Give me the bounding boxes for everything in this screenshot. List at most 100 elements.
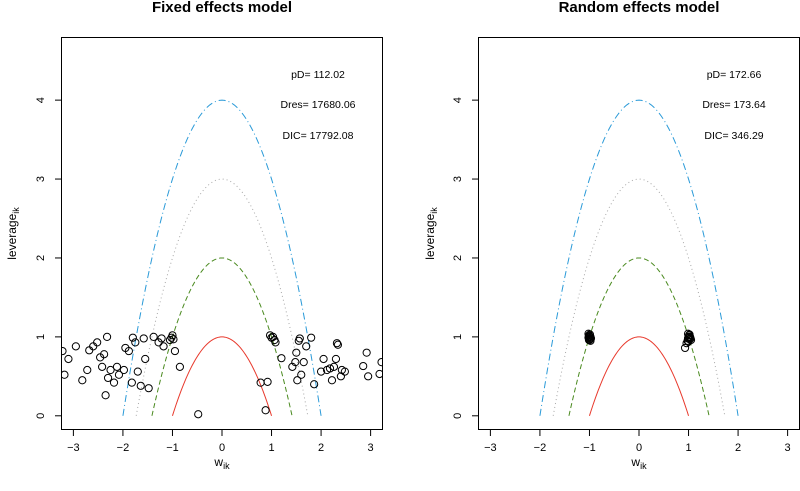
x-axis-label-main: w <box>630 455 640 469</box>
data-point <box>297 370 306 379</box>
data-point <box>165 335 175 345</box>
x-tick-label: −2 <box>117 442 130 454</box>
x-tick-label: −2 <box>534 442 547 454</box>
y-axis-label-sub: ik <box>429 207 439 214</box>
data-point <box>271 338 280 347</box>
data-point <box>83 365 92 375</box>
x-axis-label-sub: ik <box>223 461 230 471</box>
data-point <box>336 372 345 381</box>
data-point <box>168 331 177 340</box>
data-point <box>685 330 694 339</box>
curve-c2 <box>568 257 710 416</box>
data-point <box>71 342 80 351</box>
data-point <box>112 362 122 371</box>
data-point <box>119 365 129 375</box>
x-tick-label: 2 <box>318 442 324 454</box>
y-tick-label: 1 <box>452 334 464 340</box>
curve-c3 <box>135 178 309 416</box>
data-point <box>61 346 67 356</box>
data-point <box>333 340 343 349</box>
data-point <box>194 410 203 419</box>
x-tick-label: 3 <box>368 442 374 454</box>
panel-1: Fixed effects model−3 −2 −1 0 1 2 301234wiklev… <box>5 0 383 471</box>
data-point <box>99 350 109 359</box>
data-point <box>291 358 300 367</box>
data-point <box>325 364 335 373</box>
data-point <box>78 376 87 385</box>
y-tick-label: 2 <box>35 255 47 261</box>
data-point <box>89 342 98 351</box>
data-point <box>329 362 339 371</box>
data-point <box>101 391 110 400</box>
data-point <box>277 354 286 363</box>
data-point <box>159 342 168 351</box>
data-point <box>103 373 113 383</box>
data-point <box>157 334 166 343</box>
data-point <box>61 370 69 379</box>
x-axis-label: wik <box>630 455 647 471</box>
data-point <box>377 358 383 367</box>
stat-annotation: pD= 172.66 <box>707 69 762 81</box>
data-point <box>680 343 690 353</box>
data-point <box>261 406 270 415</box>
data-point <box>114 370 124 379</box>
point-group <box>61 331 383 419</box>
data-point <box>319 354 328 364</box>
x-tick-label: 0 <box>219 442 225 454</box>
y-axis-label-sub: ik <box>11 207 21 214</box>
plot-frame <box>61 37 383 430</box>
data-point <box>263 377 272 386</box>
data-point <box>64 354 73 364</box>
data-point <box>364 372 373 381</box>
curve-c4 <box>539 99 739 416</box>
data-point <box>340 367 349 376</box>
data-point <box>102 332 112 341</box>
data-point <box>686 335 696 345</box>
x-tick-label: −3 <box>484 442 497 454</box>
chart-title: Random effects model <box>559 0 720 16</box>
data-point <box>375 369 383 379</box>
data-point <box>293 376 302 385</box>
x-tick-label: −1 <box>166 442 179 454</box>
point-group <box>584 329 696 353</box>
data-point <box>684 333 694 342</box>
data-point <box>169 335 178 344</box>
data-point <box>295 334 304 343</box>
data-point <box>131 338 140 347</box>
x-tick-label: 1 <box>268 442 274 454</box>
stat-annotation: DIC= 346.29 <box>704 130 763 142</box>
data-point <box>170 346 180 356</box>
curve-group <box>539 99 739 416</box>
curve-c4 <box>122 99 322 416</box>
y-axis-label-main: leverage <box>423 213 437 259</box>
curve-c1 <box>171 336 273 416</box>
chart-title: Fixed effects model <box>152 0 292 16</box>
plot-frame <box>478 37 800 430</box>
stat-annotation: pD= 112.02 <box>291 69 345 81</box>
y-tick-label: 0 <box>452 413 464 419</box>
data-point <box>106 365 115 375</box>
y-tick-label: 4 <box>35 97 47 103</box>
data-point <box>292 348 301 357</box>
curve-group <box>122 99 322 416</box>
curve-c2 <box>151 257 293 416</box>
stat-annotation: Dres= 173.64 <box>702 99 765 111</box>
data-point <box>109 378 119 387</box>
data-point <box>302 342 311 351</box>
x-tick-label: 3 <box>785 442 791 454</box>
y-axis-label: leverageik <box>5 207 21 260</box>
y-tick-label: 1 <box>35 334 47 340</box>
y-axis-label-main: leverage <box>5 213 19 259</box>
data-point <box>175 362 184 371</box>
data-point <box>299 358 308 367</box>
data-point <box>136 381 145 390</box>
data-point <box>144 384 153 393</box>
y-tick-label: 3 <box>452 176 464 182</box>
x-axis-label: wik <box>213 455 230 471</box>
curve-c1 <box>588 336 690 416</box>
x-tick-label: 1 <box>685 442 691 454</box>
x-axis-label-main: w <box>213 455 223 469</box>
data-point <box>149 332 158 341</box>
data-point <box>331 354 341 364</box>
x-tick-label: 2 <box>735 442 741 454</box>
